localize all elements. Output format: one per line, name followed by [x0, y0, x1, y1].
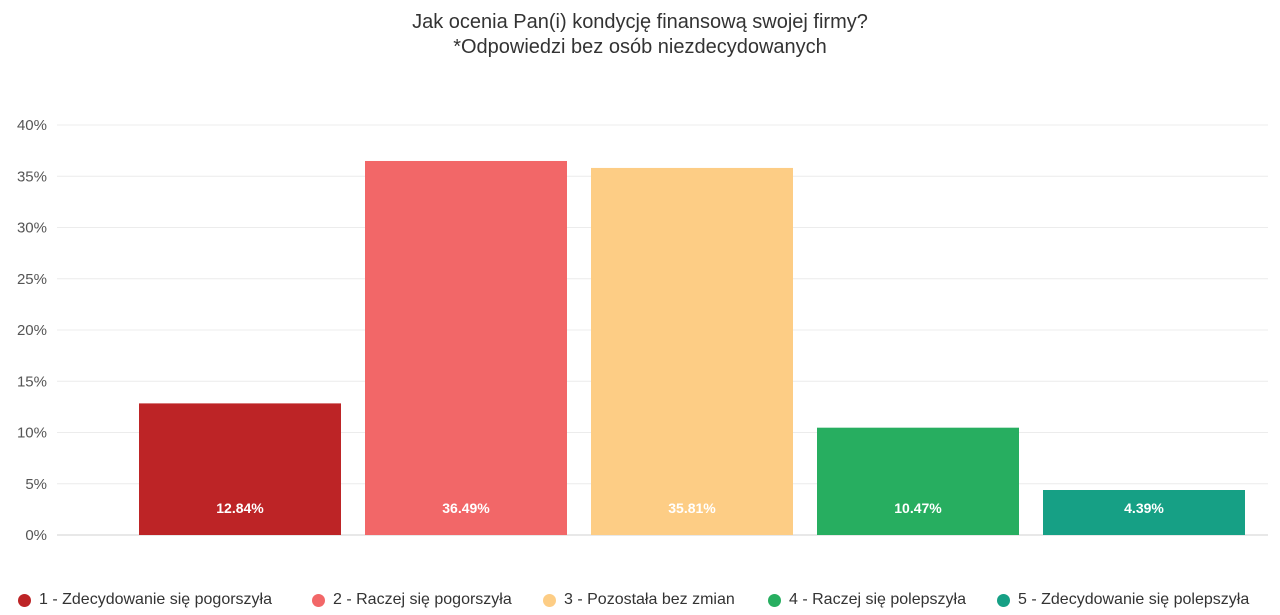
y-tick-label: 15% [17, 373, 47, 390]
bar-value-label: 36.49% [442, 500, 490, 516]
chart-subtitle: *Odpowiedzi bez osób niezdecydowanych [453, 36, 827, 58]
bar-value-label: 4.39% [1124, 500, 1164, 516]
y-tick-label: 20% [17, 322, 47, 339]
legend-item[interactable]: 3 - Pozostała bez zmian [543, 588, 735, 612]
chart-title: Jak ocenia Pan(i) kondycję finansową swo… [412, 11, 868, 33]
legend-swatch [997, 593, 1010, 607]
y-tick-label: 5% [25, 476, 47, 493]
bar-chart: 0% 5% 10% 15% 20% 25% 30% 35% 40% 12.84% 36.49% 35.… [17, 117, 1268, 544]
y-tick-label: 30% [17, 220, 47, 237]
bar-value-label: 12.84% [216, 500, 264, 516]
y-tick-label: 10% [17, 425, 47, 442]
legend-item[interactable]: 1 - Zdecydowanie się pogorszyła [18, 588, 272, 612]
bar[interactable] [139, 403, 341, 535]
legend-swatch [18, 593, 31, 607]
legend-swatch [543, 593, 556, 607]
legend-item[interactable]: 5 - Zdecydowanie się polepszyła [997, 588, 1249, 612]
legend-label: 3 - Pozostała bez zmian [564, 591, 735, 608]
chart-legend: 1 - Zdecydowanie się pogorszyła 2 - Racze… [0, 588, 1280, 612]
bar[interactable] [1043, 490, 1245, 535]
legend-label: 2 - Raczej się pogorszyła [333, 591, 512, 608]
legend-label: 5 - Zdecydowanie się polepszyła [1018, 591, 1250, 608]
legend-label: 1 - Zdecydowanie się pogorszyła [39, 591, 273, 608]
bar-value-label: 10.47% [894, 500, 942, 516]
bar[interactable] [591, 167, 793, 535]
legend-item[interactable]: 4 - Raczej się polepszyła [768, 588, 966, 612]
legend-label: 4 - Raczej się polepszyła [789, 591, 966, 608]
bar[interactable] [817, 427, 1019, 535]
y-tick-label: 40% [17, 117, 47, 134]
legend-swatch [312, 593, 325, 607]
chart-title-block: Jak ocenia Pan(i) kondycję finansową swo… [0, 10, 1280, 60]
y-tick-label: 35% [17, 168, 47, 185]
legend-swatch [768, 593, 781, 607]
y-tick-label: 0% [25, 527, 47, 544]
y-tick-label: 25% [17, 271, 47, 288]
bar-value-label: 35.81% [668, 500, 716, 516]
bar[interactable] [365, 160, 567, 536]
legend-item[interactable]: 2 - Raczej się pogorszyła [312, 588, 512, 612]
